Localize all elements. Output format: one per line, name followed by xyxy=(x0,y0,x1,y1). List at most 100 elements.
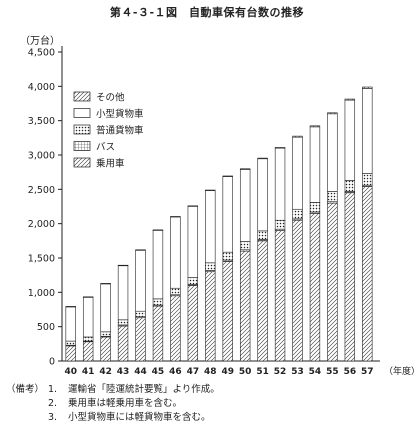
bar-segment xyxy=(344,99,356,181)
bar-segment xyxy=(205,262,216,271)
bar-segment xyxy=(239,250,251,362)
bar-segment xyxy=(100,283,111,333)
x-tick-label: 42 xyxy=(99,367,112,377)
bar-segment xyxy=(170,216,181,218)
x-tick-label: 55 xyxy=(326,367,339,377)
bar-segment xyxy=(292,136,303,210)
bar-segment xyxy=(152,298,164,306)
bar-segment xyxy=(327,113,338,192)
bar-segment xyxy=(82,296,94,338)
bar-segment xyxy=(257,158,268,232)
y-tick-label: 3,500 xyxy=(28,116,55,127)
x-tick-label: 48 xyxy=(204,367,217,377)
bar-segment xyxy=(82,336,94,342)
bar-segment xyxy=(292,135,303,138)
bar-segment xyxy=(65,306,76,342)
bar-segment xyxy=(309,126,321,203)
bar-segment xyxy=(239,169,251,242)
bar-segment xyxy=(205,189,216,192)
y-tick-label: 4,000 xyxy=(28,82,55,93)
bar-segment xyxy=(362,186,373,362)
bar-segment xyxy=(257,240,268,362)
note-1: 1. 運輸省「陸運統計要覧」より作成。 xyxy=(48,384,220,395)
bar-segment xyxy=(152,305,164,362)
legend-label: 小型貨物車 xyxy=(96,108,144,120)
x-tick-label: 56 xyxy=(344,367,357,377)
bar-segment xyxy=(117,325,129,362)
y-tick-label: 1,000 xyxy=(28,288,55,299)
y-tick-label: 1,500 xyxy=(28,254,55,265)
bar-segment xyxy=(239,168,251,170)
bar-segment xyxy=(65,340,76,346)
bar-segment xyxy=(100,331,111,337)
x-tick-label: 57 xyxy=(361,367,374,377)
y-tick-label: 3,000 xyxy=(28,151,55,162)
bar-segment xyxy=(327,112,338,115)
bar-segment xyxy=(205,271,216,362)
x-tick-label: 52 xyxy=(274,367,287,377)
legend-label: その他 xyxy=(96,92,125,104)
y-tick-label: 4,500 xyxy=(28,48,55,59)
bar-segment xyxy=(170,216,181,289)
bar-segment xyxy=(135,310,146,318)
x-tick-label: 40 xyxy=(64,367,77,377)
notes-lead: （備考） xyxy=(6,384,45,395)
bar-segment xyxy=(309,125,321,128)
bar-segment xyxy=(222,175,233,177)
bar-segment xyxy=(274,147,286,221)
bar-segment xyxy=(257,230,268,240)
bar-segment xyxy=(222,176,233,253)
legend-swatch xyxy=(73,108,91,118)
bar-segment xyxy=(292,219,303,362)
y-tick-label: 2,000 xyxy=(28,219,55,230)
bar-segment xyxy=(257,157,268,160)
bar-segment xyxy=(362,86,373,89)
bar-segment xyxy=(274,230,286,362)
bar-segment xyxy=(170,287,181,296)
bar-segment xyxy=(362,173,373,186)
x-tick-label: 45 xyxy=(152,367,165,377)
bar-segment xyxy=(187,285,199,362)
legend-swatch xyxy=(73,91,91,102)
x-tick-label: 54 xyxy=(309,367,322,377)
bar-segment xyxy=(187,277,199,285)
bar-segment xyxy=(152,229,164,300)
bar-segment xyxy=(292,208,303,220)
x-tick-label: 51 xyxy=(256,367,269,377)
bar-segment xyxy=(187,205,199,207)
x-axis-label: （年度） xyxy=(384,365,414,377)
bar-segment xyxy=(344,180,356,192)
bar-segment xyxy=(327,202,338,362)
x-tick-label: 41 xyxy=(82,367,95,377)
x-tick-label: 47 xyxy=(187,367,200,377)
legend-swatch xyxy=(73,141,91,151)
bar-segment xyxy=(362,88,373,174)
bar-segment xyxy=(222,251,233,261)
bar-segment xyxy=(82,296,94,298)
bar-segment xyxy=(274,147,286,149)
legend-label: バス xyxy=(96,142,115,153)
y-unit-label: （万台） xyxy=(20,36,60,47)
bar-segment xyxy=(82,341,94,362)
bar-segment xyxy=(239,241,251,251)
chart-title: 第４-３-１図 自動車保有台数の推移 xyxy=(109,6,305,19)
y-tick-label: 2,500 xyxy=(28,185,55,196)
x-tick-label: 49 xyxy=(221,367,234,377)
y-tick-label: 0 xyxy=(49,357,55,368)
x-tick-label: 44 xyxy=(134,367,147,377)
x-tick-label: 53 xyxy=(291,367,304,377)
bar-segment xyxy=(65,306,76,308)
bar-segment xyxy=(135,249,146,251)
bar-segment xyxy=(187,205,199,278)
bar-segment xyxy=(274,219,286,230)
bar-segment xyxy=(117,264,129,267)
bar-segment xyxy=(65,345,76,362)
bar-segment xyxy=(135,317,146,362)
bar-segment xyxy=(344,98,356,101)
bar-segment xyxy=(135,249,146,312)
chart-canvas: 0 500 1,000 1,500 2,000 2,500 3,000 3,500 4,000 4… xyxy=(28,46,414,377)
legend-swatch xyxy=(73,157,91,168)
bar-segment xyxy=(100,336,111,362)
x-tick-label: 43 xyxy=(117,367,130,377)
bar-segment xyxy=(100,283,111,285)
